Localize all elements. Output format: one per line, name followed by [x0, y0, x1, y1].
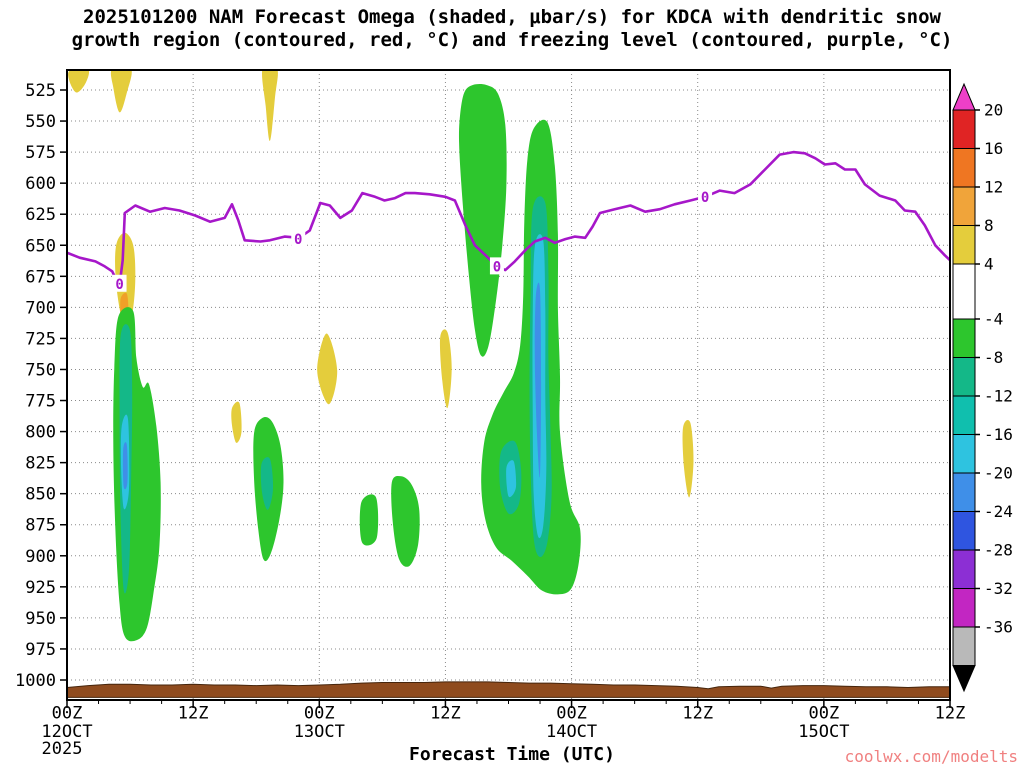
colorbar-arrow-top	[952, 82, 976, 111]
colorbar-segment	[952, 263, 976, 320]
x-tick-label: 12Z	[178, 704, 209, 724]
colorbar-label: 8	[984, 216, 994, 235]
omega-region-yellow-topleft-2	[110, 70, 132, 113]
freezing-level-contour: 0 0 0 0	[67, 150, 950, 293]
colorbar-segment	[952, 549, 976, 589]
colorbar-label: 20	[984, 101, 1003, 120]
y-tick-label: 550	[25, 112, 56, 132]
colorbar-label: -16	[984, 425, 1013, 444]
x-date-label: 14OCT	[546, 722, 597, 742]
watermark-link[interactable]: coolwx.com/modelts	[844, 747, 1018, 766]
y-tick-label: 650	[25, 236, 56, 256]
y-tick-label: 850	[25, 485, 56, 505]
colorbar-label: -36	[984, 618, 1013, 637]
y-tick-label: 975	[25, 640, 56, 660]
y-tick-label: 825	[25, 454, 56, 474]
omega-region-yellow-525-sliver	[262, 70, 278, 141]
colorbar-segment	[952, 395, 976, 435]
x-date-label: 15OCT	[798, 722, 849, 742]
omega-region-yellow-diamond-700	[317, 333, 338, 405]
colorbar: 20 16 12 8 4 -4 -8 -12 -16 -20 -24 -28 -32 -36	[952, 82, 1013, 693]
x-tick-label: 00Z	[52, 704, 83, 724]
colorbar-label: 16	[984, 139, 1003, 158]
y-tick-label: 600	[25, 174, 56, 194]
y-tick-label: 875	[25, 516, 56, 536]
y-tick-label: 800	[25, 423, 56, 443]
y-tick-label: 750	[25, 360, 56, 380]
terrain-profile	[67, 681, 950, 698]
chart-title: 2025101200 NAM Forecast Omega (shaded, μ…	[0, 6, 1024, 52]
x-date-label: 13OCT	[294, 722, 345, 742]
x-date-label: 12OCT	[41, 722, 92, 742]
y-tick-label: 525	[25, 81, 56, 101]
colorbar-segment	[952, 318, 976, 358]
colorbar-label: -8	[984, 348, 1003, 367]
colorbar-label: 12	[984, 178, 1003, 197]
omega-region-yellow-sliver-720	[439, 329, 452, 409]
y-tick-label: 575	[25, 143, 56, 163]
omega-region-cyan-speck-bulge	[506, 460, 517, 498]
omega-region-blue-left-dot	[122, 442, 128, 490]
x-tick-label: 00Z	[808, 704, 839, 724]
colorbar-segment	[952, 186, 976, 226]
colorbar-label: 4	[984, 255, 994, 274]
x-tick-label: 12Z	[682, 704, 713, 724]
colorbar-segment	[952, 626, 976, 666]
x-tick-label: 12Z	[430, 704, 461, 724]
colorbar-segment	[952, 588, 976, 628]
y-tick-label: 900	[25, 547, 56, 567]
x-tick-label: 00Z	[556, 704, 587, 724]
omega-region-teal-core-13oct	[260, 457, 274, 510]
y-tick-label: 700	[25, 298, 56, 318]
colorbar-segment	[952, 357, 976, 397]
x-axis-title: Forecast Time (UTC)	[409, 744, 615, 765]
omega-region-green-column-13oct12z	[458, 84, 507, 357]
colorbar-segment	[952, 225, 976, 265]
y-axis: 525 550 575 600 625 650 675 700 725 750 775 800 825 8…	[15, 81, 67, 691]
colorbar-label: -4	[984, 310, 1003, 329]
y-tick-label: 725	[25, 329, 56, 349]
colorbar-segment	[952, 511, 976, 551]
colorbar-label: -32	[984, 579, 1013, 598]
colorbar-label: -28	[984, 541, 1013, 560]
x-tick-label: 12Z	[935, 704, 966, 724]
omega-region-yellow-780-sliver	[231, 401, 242, 443]
chart-title-line1: 2025101200 NAM Forecast Omega (shaded, μ…	[83, 6, 941, 28]
y-tick-label: 1000	[15, 671, 56, 691]
omega-shaded-regions	[68, 70, 694, 642]
y-tick-label: 625	[25, 205, 56, 225]
freezing-level-zero-label: 0	[115, 277, 123, 293]
y-tick-label: 950	[25, 609, 56, 629]
colorbar-label: -12	[984, 387, 1013, 406]
gridlines	[67, 70, 950, 700]
x-tick-label: 00Z	[304, 704, 335, 724]
colorbar-label: -24	[984, 502, 1013, 521]
colorbar-arrow-bottom	[952, 665, 976, 693]
y-tick-label: 675	[25, 267, 56, 287]
y-tick-label: 775	[25, 392, 56, 412]
y-tick-label: 925	[25, 578, 56, 598]
colorbar-label: -20	[984, 464, 1013, 483]
omega-region-yellow-sliver-15oct	[682, 420, 694, 498]
x-year-label: 2025	[42, 739, 83, 759]
chart-title-line2: growth region (contoured, red, °C) and f…	[71, 29, 953, 51]
omega-region-green-rect-850	[359, 494, 379, 546]
freezing-level-zero-label: 0	[294, 232, 302, 248]
freezing-level-zero-label: 0	[493, 259, 501, 275]
colorbar-segment	[952, 148, 976, 188]
colorbar-segment	[952, 109, 976, 149]
colorbar-segment	[952, 472, 976, 512]
omega-region-green-teardrop-840	[391, 475, 420, 567]
omega-region-yellow-topleft-1	[68, 70, 90, 93]
freezing-level-zero-label: 0	[701, 190, 709, 206]
omega-region-blue-sliver-14oct	[534, 282, 542, 478]
colorbar-segment	[952, 434, 976, 474]
